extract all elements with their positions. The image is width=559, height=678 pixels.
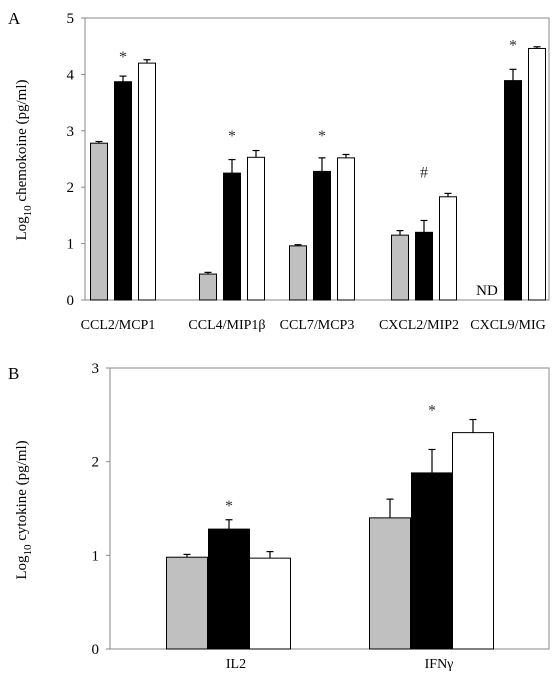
y-tick-label: 3 — [67, 124, 75, 140]
significance-marker: * — [318, 128, 326, 145]
category-label: CCL7/MCP3 — [280, 318, 355, 333]
bar — [391, 234, 409, 301]
bar — [223, 172, 241, 301]
y-tick-label: 0 — [67, 293, 75, 309]
category-label: CCL4/MIP1β — [188, 318, 265, 333]
cytokine-chart: B 0 1 2 3 Log10 cytokine (pg/ml) IL2 IFNγ * * — [8, 361, 550, 672]
bar — [504, 80, 522, 301]
category-label: CXCL9/MIG — [470, 318, 545, 333]
panel-label: B — [8, 364, 19, 383]
category-label: IFNγ — [425, 657, 454, 672]
bar — [289, 245, 307, 301]
y-tick-label: 2 — [92, 455, 100, 471]
category-label: IL2 — [226, 657, 246, 672]
bar — [199, 273, 217, 301]
significance-marker: * — [225, 498, 233, 515]
bar — [114, 81, 132, 301]
bar — [138, 62, 156, 301]
y-axis-title-main: Log — [14, 216, 30, 241]
y-tick-label: 0 — [92, 642, 100, 658]
not-detected-label: ND — [476, 283, 498, 299]
y-tick-label: 1 — [67, 237, 75, 253]
significance-marker: * — [228, 128, 236, 145]
plot-frame — [109, 367, 550, 650]
bar — [415, 231, 433, 301]
y-tick-label: 1 — [92, 548, 100, 564]
y-axis-title: Log10 cytokine (pg/ml) — [14, 440, 34, 579]
bar — [166, 556, 208, 650]
y-tick-label: 4 — [67, 67, 75, 83]
y-axis-title-main: Log — [14, 555, 30, 580]
y-tick-label: 2 — [67, 180, 75, 196]
bar — [208, 528, 250, 650]
significance-marker: * — [119, 49, 127, 66]
bar — [247, 156, 265, 301]
significance-marker: * — [428, 402, 436, 419]
bar — [369, 517, 411, 650]
y-axis-title-subscript: 10 — [22, 205, 34, 217]
bar — [452, 432, 494, 650]
significance-marker: * — [509, 38, 517, 55]
y-tick-label: 3 — [92, 361, 100, 377]
bar — [528, 47, 546, 301]
chemokine-chart: A 0 1 2 3 4 5 Log10 chemokoine (pg/ml) CCL2/MCP1… — [8, 9, 550, 333]
y-axis-title-rest: chemokoine (pg/ml) — [14, 80, 30, 206]
bar — [439, 196, 457, 301]
bar — [411, 472, 453, 650]
panel-label: A — [8, 9, 21, 28]
category-label: CXCL2/MIP2 — [379, 318, 459, 333]
significance-marker: # — [420, 164, 428, 181]
y-axis-title-rest: cytokine (pg/ml) — [14, 440, 30, 544]
y-axis-title-subscript: 10 — [22, 544, 34, 556]
bar — [337, 157, 355, 301]
y-tick-label: 5 — [67, 11, 75, 27]
y-axis-title: Log10 chemokoine (pg/ml) — [14, 80, 34, 241]
bar — [249, 557, 291, 650]
bar — [313, 170, 331, 301]
category-label: CCL2/MCP1 — [81, 318, 156, 333]
bar — [90, 142, 108, 301]
